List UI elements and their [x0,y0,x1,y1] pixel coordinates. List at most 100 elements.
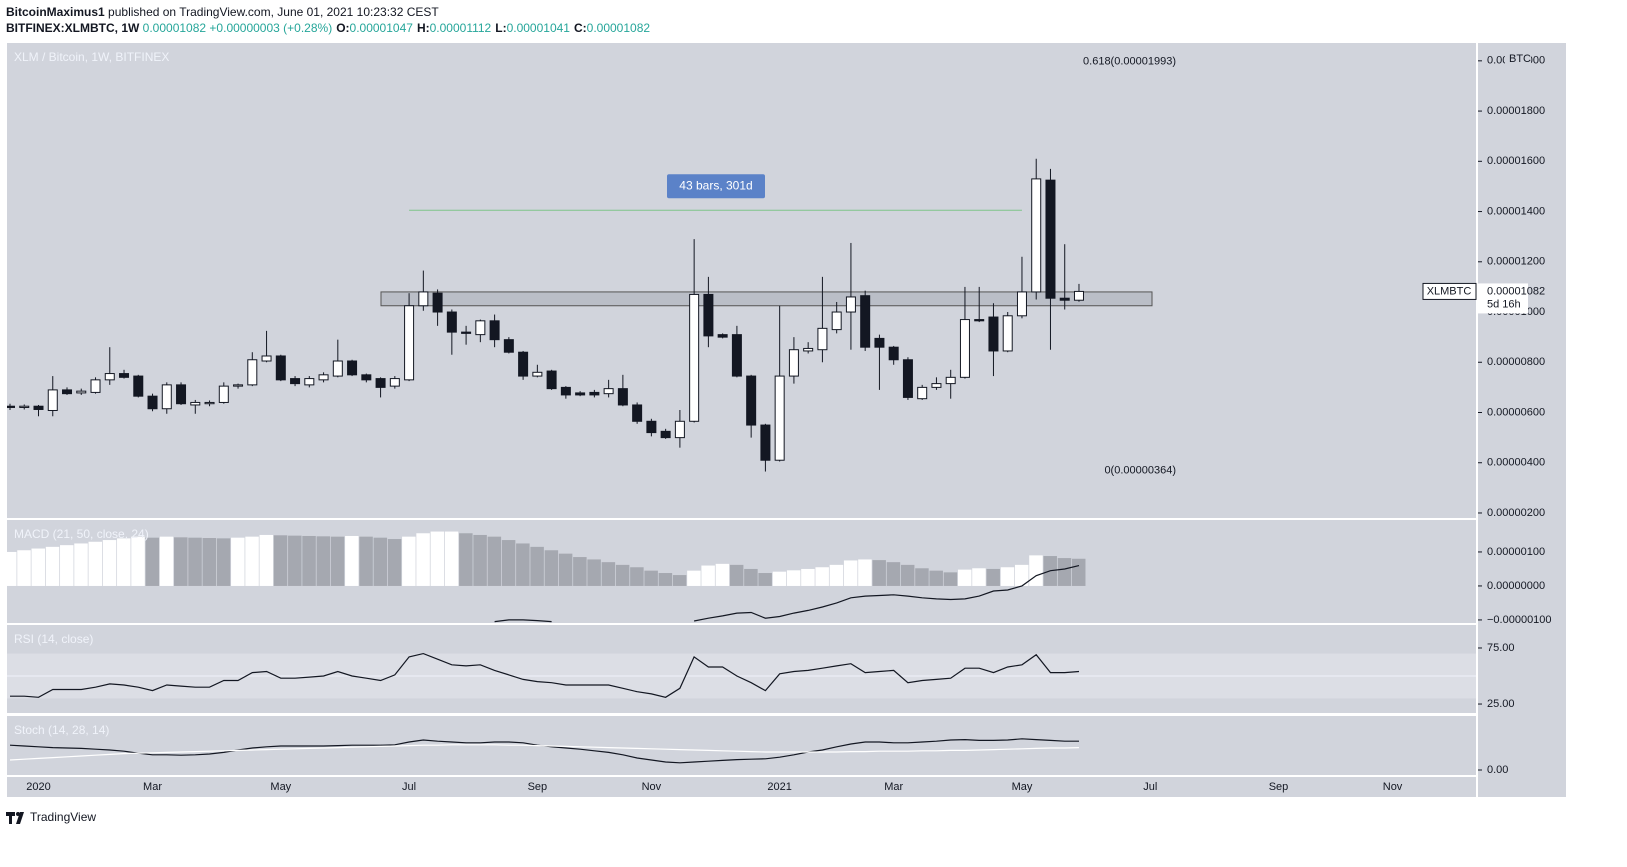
candle-body [176,384,187,405]
x-tick-label: Jul [1143,781,1157,793]
macd-bar [188,537,202,586]
last-symbol-box [1422,282,1477,300]
x-tick-label: Jul [402,781,416,793]
fib-label: 0.618(0.00001993) [1083,55,1176,67]
candle-body [76,390,87,394]
y-tick-label: 0.00000800 [1487,356,1545,368]
candle-body [332,360,343,377]
candle-body [275,355,286,381]
candle-body [589,391,600,396]
candle-body [632,404,643,422]
published: published on TradingView.com, June 01, 2… [108,5,439,19]
macd-bar [786,570,801,586]
candle-body [90,379,101,393]
ohlc-key: O: [336,21,350,35]
macd-bar [829,564,844,586]
macd-bar [558,553,573,586]
candle-body [845,296,856,313]
candle-body [47,389,58,411]
x-tick-label: Sep [528,781,548,793]
main-plot: 43 bars, 301d 0.618(0.00001993) 0(0.000003… [7,55,1176,477]
macd-bar [658,573,673,586]
candle-body [560,386,571,396]
macd-bar [231,537,245,586]
macd-line [494,565,1080,623]
candle-body [803,347,814,352]
macd-bar [473,534,487,586]
candle-body [760,424,771,461]
ohlc-value: 0.00001082 [586,21,651,35]
countdown: 5d 16h [1487,298,1521,310]
macd-bar [387,539,402,586]
macd-bar [373,537,388,586]
candle-body [432,292,443,313]
y-tick-label: 0.00000100 [1487,546,1545,558]
candle-body [119,373,130,378]
macd-bar [202,538,217,586]
macd-bar [900,564,915,586]
macd-bar [416,533,430,586]
candle-body [774,375,785,461]
candle-body [489,320,500,341]
unit-box [1505,51,1531,67]
macd-bar [117,538,131,586]
candle-body [290,378,301,385]
macd-bar [17,550,31,586]
macd-bar [573,557,587,586]
macd-bar [345,535,359,586]
unit-label: BTC [1509,53,1531,65]
candle-body [674,420,685,439]
x-tick-label: May [270,781,291,793]
macd-bar [516,543,530,586]
main-title: XLM / Bitcoin, 1W, BITFINEX [14,50,169,64]
y-tick-label: 0.00001600 [1487,155,1545,167]
macd-bar [886,562,901,586]
macd-bar [159,536,174,586]
rsi-plot [7,652,1476,699]
main-pane [7,43,1476,518]
macd-bar [501,540,516,586]
y-tick-label: 0.00001400 [1487,205,1545,217]
macd-bar [687,570,701,586]
candle-body [204,401,215,405]
x-tick-label: Mar [143,781,162,793]
symbol: BITFINEX:XLMBTC, 1W [6,21,140,35]
y-tick-label: 0.00000200 [1487,507,1545,519]
macd-bar [1057,558,1072,586]
macd-bar [815,567,829,586]
measure-label-box [667,174,765,199]
author[interactable]: BitcoinMaximus1 [6,5,105,19]
candle-body [261,355,272,362]
macd-bar [758,573,772,586]
candle-body [902,359,913,398]
macd-bar [459,533,473,586]
candle-body [1059,297,1070,301]
candle-body [646,420,657,434]
macd-bar [273,535,288,586]
candle-body [1045,179,1056,299]
candle-body [518,351,529,377]
brand[interactable]: TradingView [30,810,96,824]
candle-body [375,378,386,388]
macd-bar [801,568,815,586]
macd-bar [872,560,886,586]
ohlc-value: 0.00001041 [506,21,570,35]
candle-body [461,331,472,334]
brand-logo[interactable]: TradingView [6,810,96,824]
ohlc-key: C: [573,21,587,35]
macd-bar [715,563,730,586]
x-tick-label: Sep [1269,781,1289,793]
y-tick-label: 0.00000000 [1487,580,1545,592]
macd-bar [915,568,929,586]
candle-body [717,334,728,338]
candle-body [703,293,714,337]
candle-body [788,349,799,377]
candle-body [104,373,115,381]
macd-bar [430,531,445,586]
candle-body [617,388,628,406]
macd-bar [587,559,601,586]
pane-title: RSI (14, close) [14,632,93,646]
candle-body [546,370,557,390]
macd-bar [929,570,943,586]
